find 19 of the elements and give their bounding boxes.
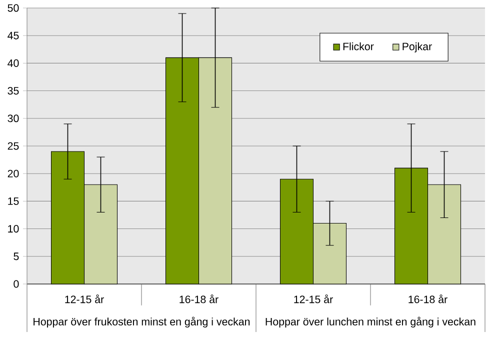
y-tick-label: 5 <box>14 252 19 260</box>
y-tick-label: 10 <box>8 225 19 233</box>
x-tick-label: 16-18 år <box>180 294 218 304</box>
y-tick-label: 35 <box>8 87 19 95</box>
x-tick-label: 12-15 år <box>65 294 104 304</box>
text: Hoppar över lunchen minst en gång i veckan <box>266 316 476 328</box>
x-tick-label: 12-15 år <box>294 294 333 304</box>
legend-label: Flickor <box>343 42 374 50</box>
text: Hoppar över frukosten minst en gång i veckan <box>34 316 250 328</box>
y-tick-label: 25 <box>8 142 19 150</box>
y-tick-label: 45 <box>8 32 19 40</box>
y-tick-label: 15 <box>8 197 19 205</box>
y-tick-label: 0 <box>14 280 19 288</box>
legend-label: Pojkar <box>402 42 432 52</box>
x-tick-label: 16-18 år <box>408 294 448 304</box>
y-tick-label: 20 <box>8 170 19 178</box>
y-tick-label: 50 <box>8 4 19 12</box>
y-tick-label: 40 <box>8 59 19 67</box>
y-tick-label: 30 <box>8 114 19 122</box>
